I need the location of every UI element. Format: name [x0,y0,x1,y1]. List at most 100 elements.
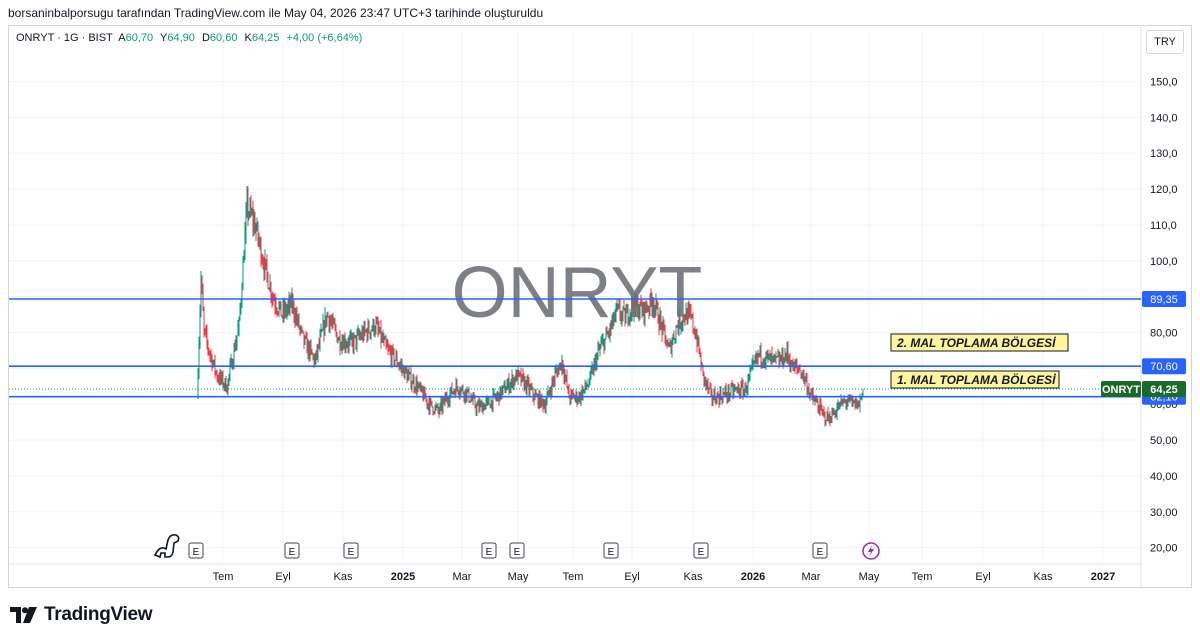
candle-body [252,212,254,225]
candle-body [288,299,290,306]
candle-body [220,373,222,380]
candle-body [247,195,249,216]
candle-body [666,345,668,347]
candle-body [483,405,485,410]
level-price-label: 70,60 [1150,361,1178,373]
candle-body [341,342,343,348]
candle-body [466,390,468,399]
candle-body [788,357,790,361]
candle-body [471,399,473,401]
candle-body [255,229,257,233]
tradingview-logo[interactable]: TradingView [10,604,153,626]
candle-body [568,387,570,399]
candle-body [774,354,776,356]
candle-body [681,323,683,326]
candle-body [696,336,698,346]
candle-body [480,402,482,404]
candle-body [765,352,767,363]
candle-body [700,355,702,368]
candle-body [258,239,260,242]
candle-body [587,385,589,387]
candle-body [601,340,603,344]
candle-body [197,375,199,398]
earnings-marker[interactable] [509,542,525,559]
candle-body [294,315,296,321]
candle-body [632,300,634,306]
candle-body [841,399,843,404]
candle-body [816,400,818,403]
earnings-marker[interactable] [603,542,619,559]
candle-body [261,261,263,263]
candle-body [653,304,655,311]
candle-body [631,300,633,313]
candle-body [518,370,520,373]
candle-body [315,350,317,360]
candle-body [242,261,244,291]
candle-body [514,378,516,382]
candle-body [782,351,784,364]
candle-body [472,396,474,401]
candle-body [239,309,241,319]
candle-body [358,332,360,337]
candle-body [768,353,770,356]
candle-body [381,336,383,342]
candle-body [244,232,246,260]
candle-body [388,348,390,350]
candle-body [618,304,620,307]
dinosaur-icon[interactable] [153,534,180,559]
earnings-marker[interactable] [481,542,497,559]
candle-body [673,335,675,340]
candle-body [686,309,688,323]
candle-body [456,383,458,388]
candle-body [826,412,828,422]
candle-body [843,400,845,402]
candle-body [422,391,424,400]
earnings-marker[interactable] [693,542,709,559]
candle-body [297,316,299,322]
candle-body [794,363,796,367]
currency-button[interactable]: TRY [1146,30,1184,54]
candle-body [527,380,529,382]
candle-body [770,354,772,362]
x-tick-label: Mar [802,571,821,583]
candle-body [741,384,743,386]
candle-body [652,304,654,310]
candle-body [517,370,519,381]
earnings-marker[interactable] [284,542,300,559]
candle-body [335,327,337,333]
candle-body [263,265,265,273]
legend-high: 64,90 [167,32,195,44]
candle-body [352,339,354,349]
earnings-marker[interactable] [812,542,828,559]
candle-body [362,331,364,339]
candle-body [651,301,653,310]
candle-body [208,348,210,354]
candle-body [440,401,442,406]
candle-body [355,335,357,346]
earnings-marker[interactable] [188,542,204,559]
candle-body [706,381,708,385]
candle-body [777,355,779,357]
zone-annotation-box [890,370,1060,389]
candle-body [805,378,807,380]
candle-body [625,312,627,324]
candle-body [785,353,787,358]
candle-body [759,347,761,354]
chart-frame[interactable] [8,25,1192,588]
earnings-marker[interactable] [343,542,359,559]
candle-body [405,367,407,372]
candle-body [494,393,496,397]
candle-body [340,347,342,349]
candle-body [310,344,312,350]
candle-body [543,404,545,408]
candle-body [299,327,301,329]
candle-body [711,390,713,400]
candle-body [789,360,791,368]
candle-body [786,347,788,358]
candle-body [835,414,837,416]
candle-body [316,350,318,355]
legend-symbol[interactable]: ONRYT · 1G · BIST [16,32,113,44]
candle-body [552,380,554,382]
candle-body [780,357,782,361]
